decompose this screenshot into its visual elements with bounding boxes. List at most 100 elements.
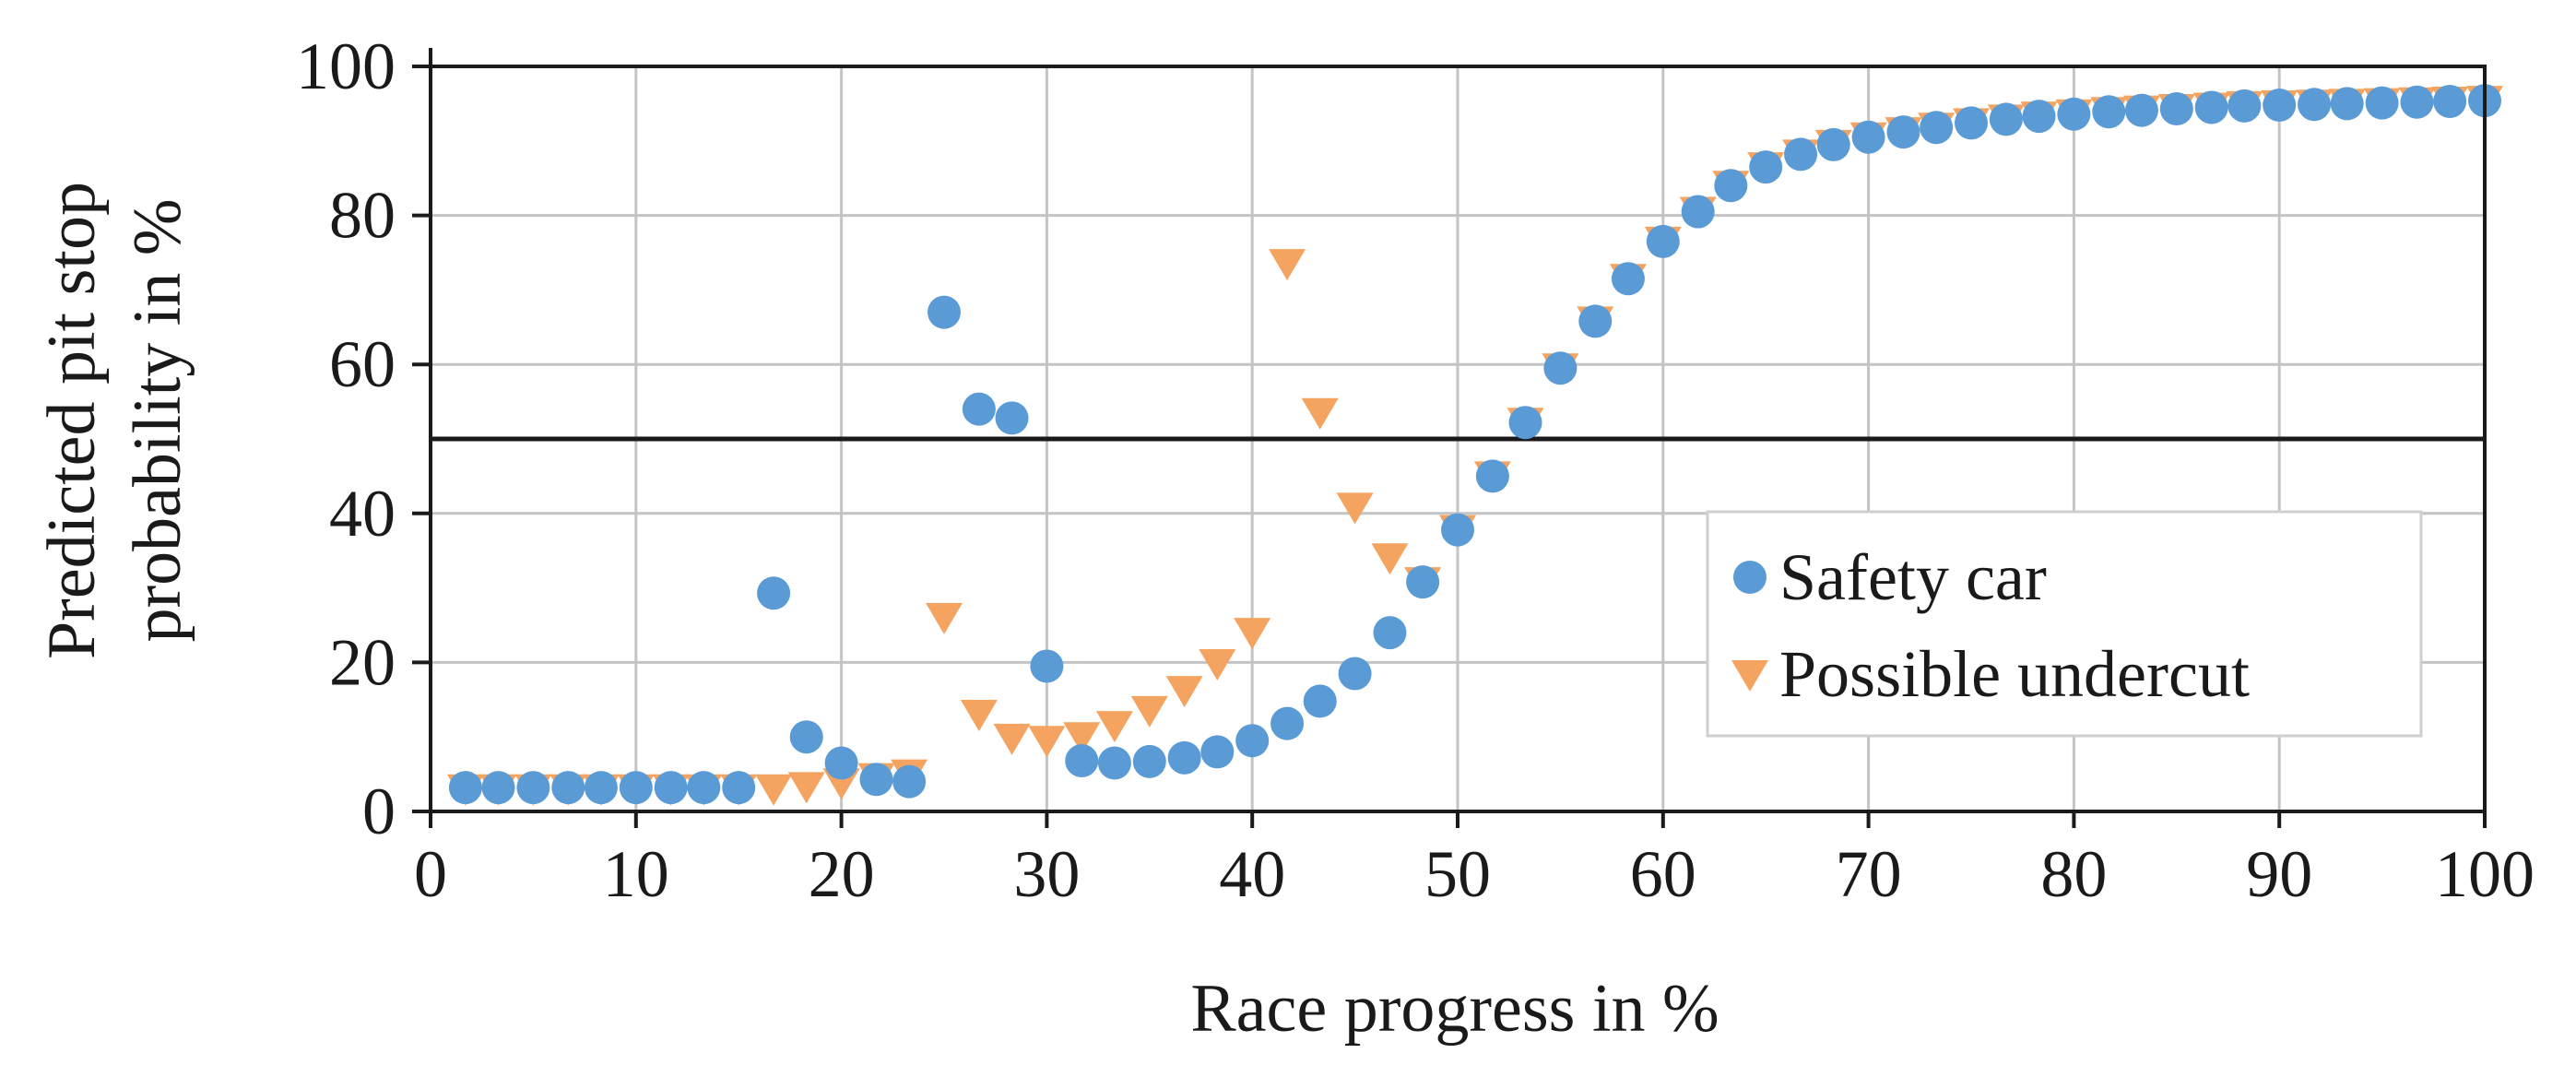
- x-tick-label-30: 30: [1013, 837, 1080, 911]
- safety-car-point-16: [995, 401, 1029, 435]
- possible-undercut-point-20: [1130, 695, 1168, 728]
- safety-car-point-26: [1338, 657, 1372, 691]
- possible-undercut-point-23: [1234, 618, 1271, 650]
- safety-car-point-12: [859, 763, 893, 797]
- series-safety-car: [448, 84, 2501, 805]
- safety-car-point-42: [1886, 115, 1920, 149]
- safety-car-point-18: [1065, 744, 1099, 778]
- axis-ticks: 0 10 20 30 40 50 60 70 80 90 100 0 20 40 60 80 100: [296, 30, 2535, 911]
- safety-car-point-45: [1989, 102, 2023, 136]
- safety-car-point-36: [1681, 195, 1715, 229]
- safety-car-point-46: [2022, 100, 2056, 134]
- x-tick-label-10: 10: [603, 837, 669, 911]
- safety-car-point-33: [1578, 304, 1613, 338]
- safety-car-point-37: [1714, 169, 1748, 203]
- safety-car-point-34: [1611, 262, 1645, 296]
- safety-car-point-24: [1270, 706, 1305, 740]
- legend-marker-possible-undercut: [1731, 660, 1768, 692]
- possible-undercut-point-10: [787, 772, 825, 804]
- axis-labels: Race progress in % Predicted pit stop pr…: [34, 182, 1719, 1047]
- safety-car-point-3: [551, 771, 585, 805]
- safety-car-point-1: [481, 771, 515, 805]
- x-tick-label-20: 20: [809, 837, 875, 911]
- safety-car-point-4: [584, 771, 618, 805]
- safety-car-point-23: [1235, 724, 1270, 758]
- safety-car-point-25: [1303, 684, 1337, 718]
- safety-car-point-40: [1816, 127, 1850, 161]
- safety-car-point-14: [928, 295, 961, 329]
- safety-car-point-17: [1030, 649, 1064, 683]
- safety-car-point-44: [1955, 106, 1988, 140]
- y-axis-title-line-2: probability in %: [120, 199, 195, 643]
- safety-car-point-55: [2330, 87, 2364, 121]
- x-axis-title: Race progress in %: [1190, 971, 1719, 1047]
- x-tick-label-80: 80: [2040, 837, 2107, 911]
- safety-car-point-29: [1441, 513, 1474, 547]
- possible-undercut-point-26: [1336, 492, 1374, 525]
- safety-car-point-39: [1784, 137, 1818, 172]
- x-tick-label-90: 90: [2246, 837, 2312, 911]
- safety-car-point-50: [2159, 92, 2193, 126]
- legend-box: [1706, 510, 2423, 738]
- legend-label-safety-car: Safety car: [1779, 540, 2047, 614]
- safety-car-point-22: [1200, 735, 1235, 769]
- safety-car-point-11: [824, 746, 858, 780]
- possible-undercut-point-24: [1269, 249, 1306, 281]
- x-tick-label-60: 60: [1630, 837, 1696, 911]
- y-tick-label-100: 100: [296, 30, 396, 103]
- x-tick-label-50: 50: [1424, 837, 1491, 911]
- safety-car-point-52: [2227, 89, 2262, 123]
- y-tick-label-0: 0: [362, 775, 396, 848]
- possible-undercut-point-21: [1165, 676, 1203, 708]
- x-tick-label-70: 70: [1836, 837, 1902, 911]
- possible-undercut-point-19: [1095, 711, 1133, 743]
- possible-undercut-point-22: [1199, 649, 1236, 681]
- y-tick-label-20: 20: [329, 625, 396, 699]
- y-tick-label-40: 40: [329, 477, 396, 550]
- x-tick-label-100: 100: [2435, 837, 2535, 911]
- safety-car-point-21: [1167, 740, 1201, 775]
- legend: Safety car Possible undercut: [1706, 510, 2423, 738]
- safety-car-point-27: [1373, 616, 1407, 650]
- safety-car-point-5: [619, 771, 653, 805]
- safety-car-point-54: [2298, 88, 2332, 122]
- safety-car-point-13: [892, 764, 927, 799]
- safety-car-point-2: [516, 771, 550, 805]
- safety-car-point-51: [2194, 90, 2228, 124]
- safety-car-point-6: [654, 771, 688, 805]
- y-tick-label-60: 60: [329, 327, 396, 401]
- possible-undercut-point-16: [993, 723, 1031, 755]
- safety-car-point-49: [2124, 93, 2158, 127]
- y-tick-label-80: 80: [329, 179, 396, 253]
- safety-car-point-47: [2057, 97, 2091, 131]
- possible-undercut-point-9: [755, 774, 793, 806]
- safety-car-point-7: [687, 771, 721, 805]
- possible-undercut-point-27: [1371, 543, 1409, 575]
- safety-car-point-0: [448, 771, 482, 805]
- safety-car-point-32: [1543, 351, 1578, 385]
- safety-car-point-35: [1646, 224, 1680, 258]
- possible-undercut-point-18: [1063, 722, 1101, 754]
- safety-car-point-20: [1132, 744, 1166, 778]
- possible-undercut-point-15: [960, 699, 998, 731]
- safety-car-point-48: [2092, 95, 2126, 129]
- legend-label-possible-undercut: Possible undercut: [1779, 637, 2250, 711]
- safety-car-point-10: [789, 720, 823, 754]
- safety-car-point-56: [2365, 86, 2399, 120]
- safety-car-point-30: [1475, 459, 1509, 493]
- safety-car-point-15: [962, 392, 996, 426]
- x-tick-label-40: 40: [1219, 837, 1285, 911]
- safety-car-point-38: [1749, 150, 1783, 184]
- safety-car-point-58: [2433, 84, 2467, 118]
- safety-car-point-43: [1920, 111, 1954, 145]
- legend-marker-safety-car: [1733, 561, 1767, 594]
- safety-car-point-8: [722, 771, 756, 805]
- safety-car-point-53: [2263, 89, 2297, 123]
- possible-undercut-point-14: [926, 602, 963, 634]
- possible-undercut-point-25: [1301, 397, 1339, 430]
- possible-undercut-point-17: [1028, 726, 1066, 758]
- data-series: [446, 84, 2503, 806]
- safety-car-point-28: [1406, 565, 1440, 599]
- safety-car-point-31: [1508, 406, 1542, 440]
